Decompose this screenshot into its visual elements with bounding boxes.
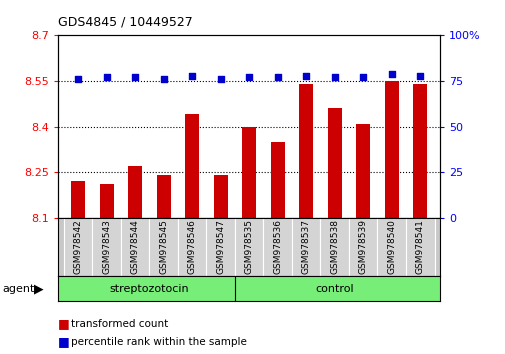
Text: GSM978539: GSM978539 xyxy=(358,219,367,274)
Bar xyxy=(356,124,370,218)
Text: GSM978545: GSM978545 xyxy=(159,219,168,274)
Text: GSM978542: GSM978542 xyxy=(74,219,82,274)
Text: GSM978537: GSM978537 xyxy=(301,219,310,274)
Bar xyxy=(384,81,398,218)
Bar xyxy=(320,218,348,276)
Text: GSM978546: GSM978546 xyxy=(187,219,196,274)
Bar xyxy=(241,126,256,218)
Bar xyxy=(263,218,291,276)
Point xyxy=(188,73,196,78)
Text: GSM978538: GSM978538 xyxy=(330,219,338,274)
Text: percentile rank within the sample: percentile rank within the sample xyxy=(71,337,246,347)
Bar xyxy=(92,218,121,276)
Text: ■: ■ xyxy=(58,318,70,330)
Text: GSM978541: GSM978541 xyxy=(415,219,424,274)
Bar xyxy=(348,218,377,276)
Point xyxy=(74,76,82,82)
Bar xyxy=(128,166,142,218)
Text: agent: agent xyxy=(3,284,35,293)
Bar xyxy=(206,218,234,276)
Text: streptozotocin: streptozotocin xyxy=(110,284,189,293)
Point xyxy=(131,74,139,80)
Bar xyxy=(64,218,92,276)
Bar xyxy=(377,218,405,276)
Text: GSM978540: GSM978540 xyxy=(386,219,395,274)
Point xyxy=(416,73,424,78)
Text: GSM978544: GSM978544 xyxy=(130,219,139,274)
Point xyxy=(159,76,167,82)
Text: ▶: ▶ xyxy=(34,282,44,295)
Text: GDS4845 / 10449527: GDS4845 / 10449527 xyxy=(58,16,192,29)
Bar xyxy=(149,218,178,276)
Bar xyxy=(213,175,227,218)
Text: GSM978547: GSM978547 xyxy=(216,219,225,274)
Text: GSM978536: GSM978536 xyxy=(273,219,282,274)
Bar xyxy=(234,218,263,276)
Point xyxy=(330,74,338,80)
Text: control: control xyxy=(315,284,354,293)
Point xyxy=(245,74,253,80)
Text: GSM978543: GSM978543 xyxy=(102,219,111,274)
Text: ■: ■ xyxy=(58,335,70,348)
Point xyxy=(387,71,395,76)
Point xyxy=(359,74,367,80)
Point xyxy=(273,74,281,80)
Bar xyxy=(327,108,341,218)
Bar xyxy=(405,218,434,276)
Bar xyxy=(185,114,199,218)
Bar xyxy=(178,218,206,276)
Text: GSM978535: GSM978535 xyxy=(244,219,253,274)
Bar xyxy=(270,142,284,218)
Bar xyxy=(156,175,171,218)
Point xyxy=(216,76,224,82)
Bar xyxy=(291,218,320,276)
Bar xyxy=(121,218,149,276)
Bar xyxy=(412,84,427,218)
Bar xyxy=(298,84,313,218)
Point xyxy=(103,74,111,80)
Bar xyxy=(71,181,85,218)
Point xyxy=(301,73,310,78)
Bar xyxy=(99,184,114,218)
Text: transformed count: transformed count xyxy=(71,319,168,329)
